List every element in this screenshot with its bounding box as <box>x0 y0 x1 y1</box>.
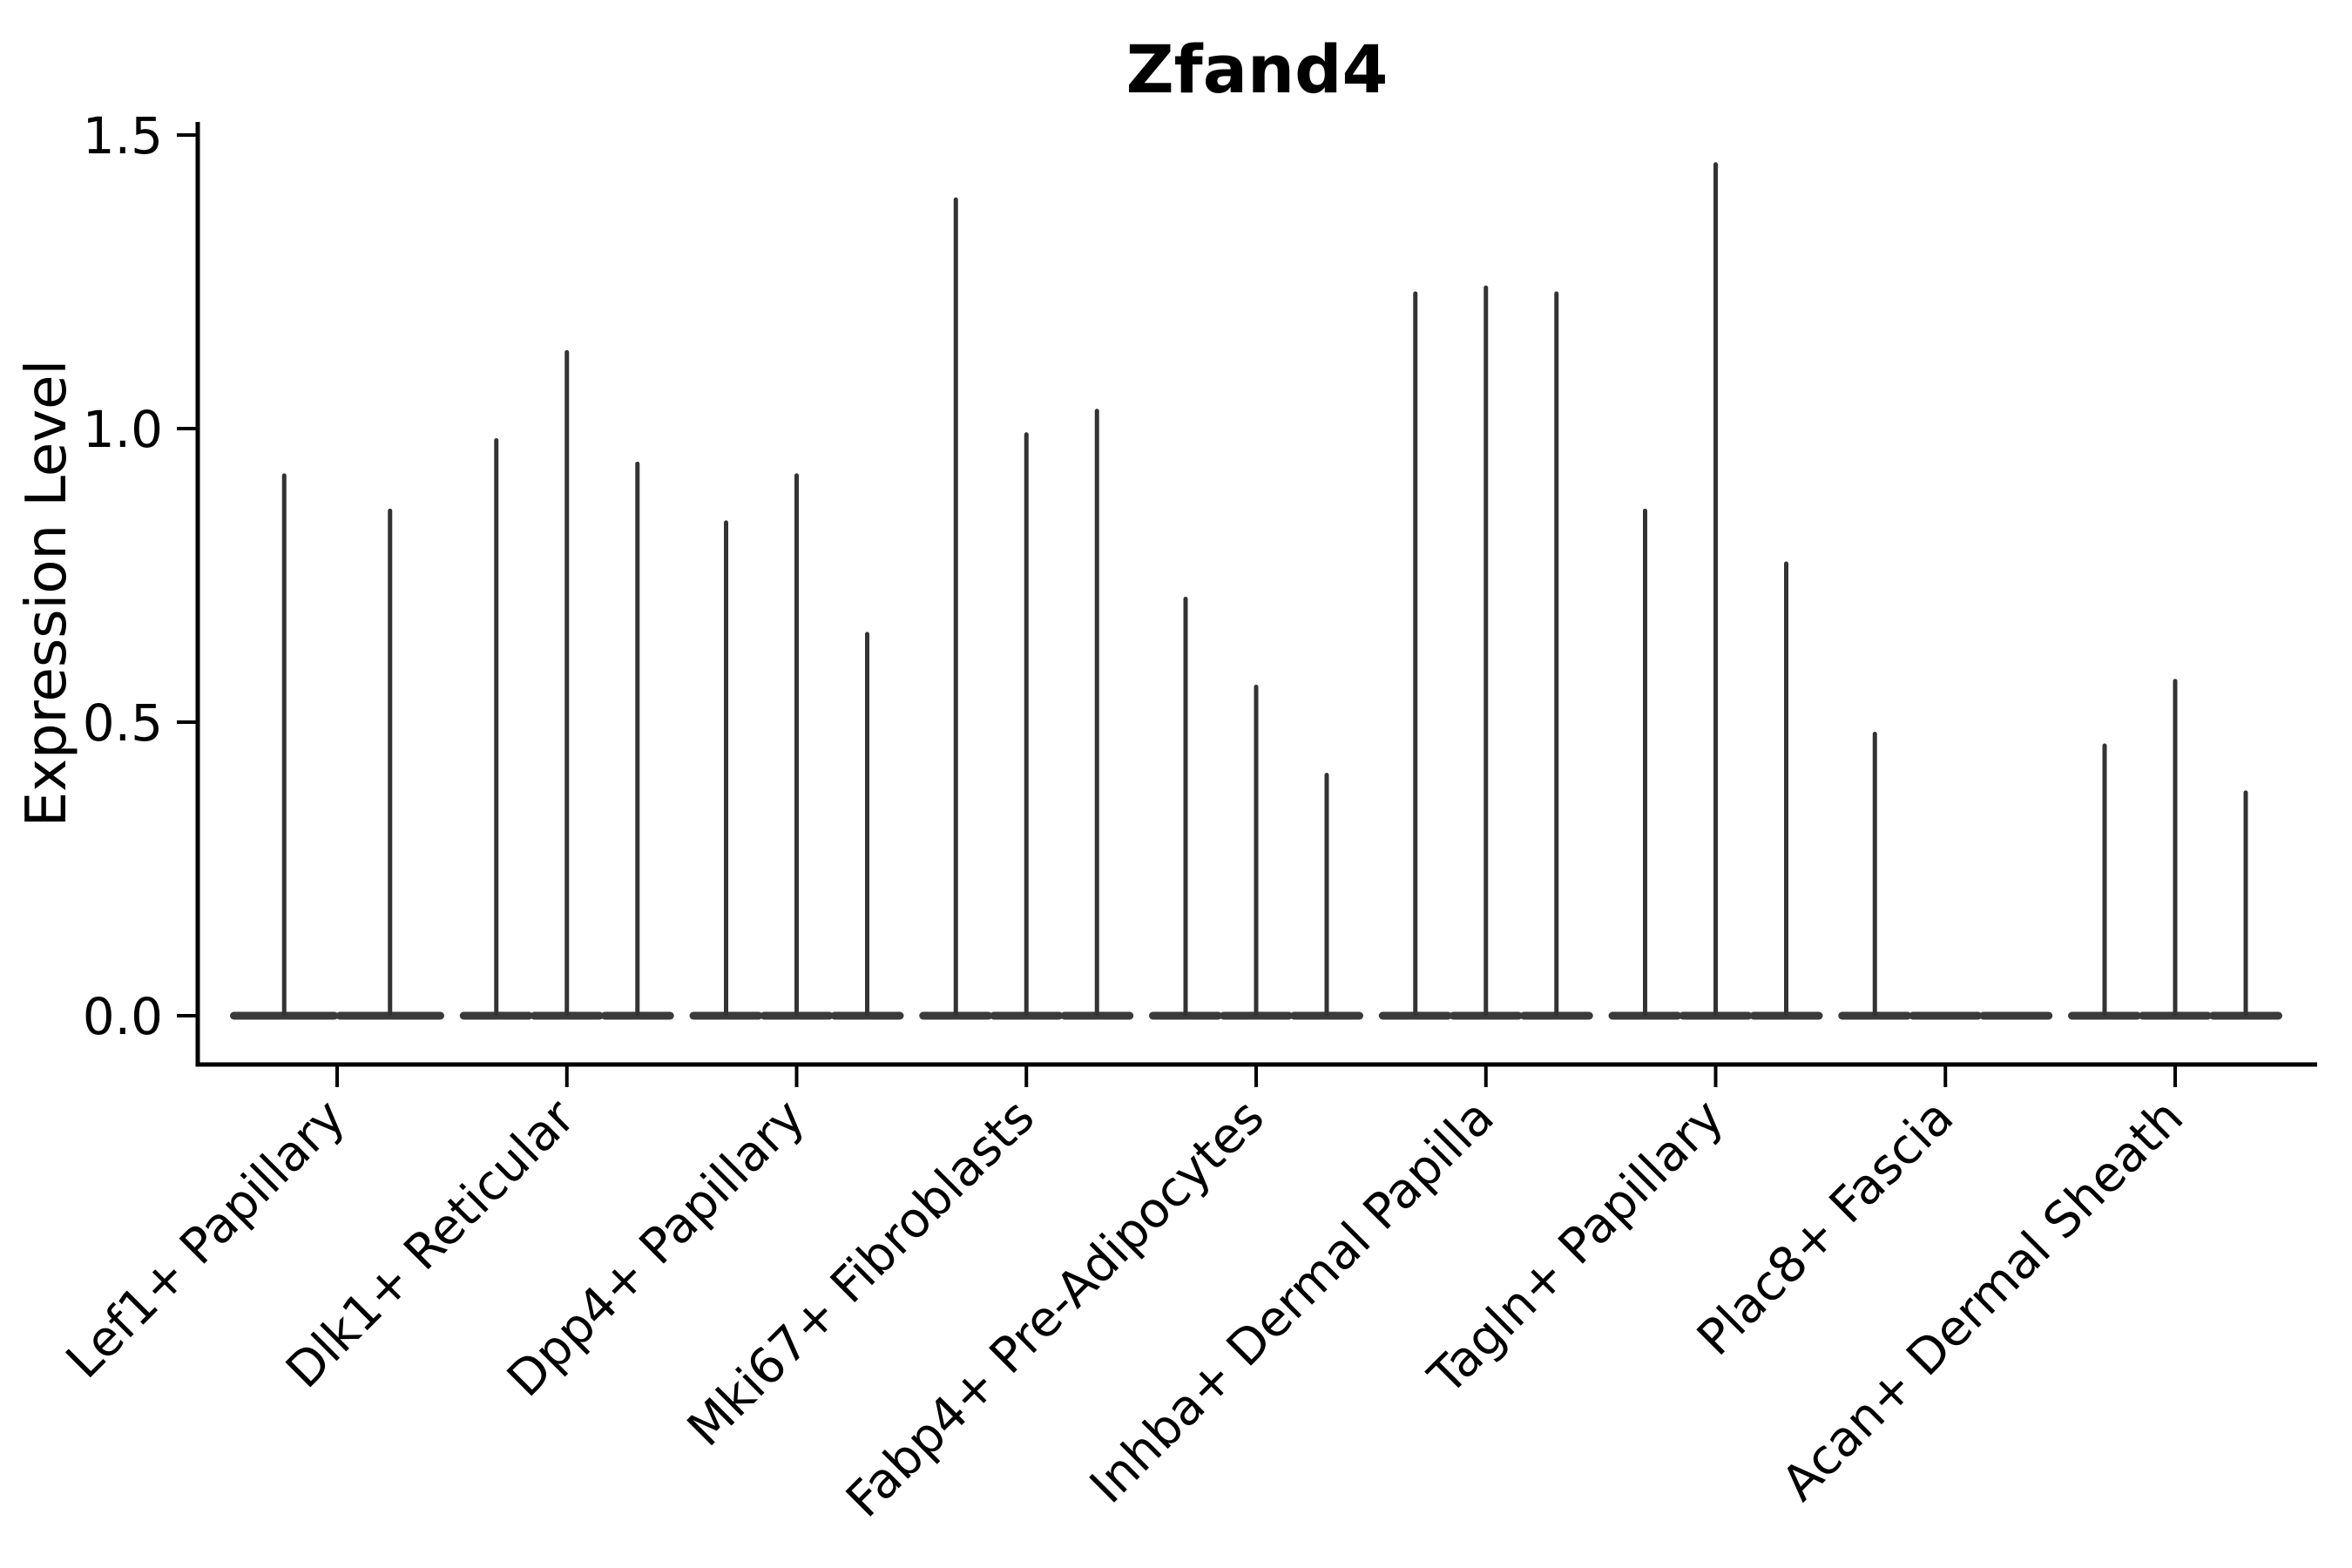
y-tick-label: 0.5 <box>83 693 163 753</box>
y-tick-label: 1.5 <box>83 106 163 166</box>
y-axis-label: Expression Level <box>15 360 79 828</box>
y-tick-label: 1.0 <box>83 400 163 459</box>
y-tick-label: 0.0 <box>83 987 163 1046</box>
chart-title: Zfand4 <box>1126 30 1389 108</box>
violin-layer <box>230 162 2282 1020</box>
x-tick-label: Acan+ Dermal Sheath <box>1771 1089 2194 1512</box>
axes-layer: 0.0 0.5 1.0 1.5 <box>83 106 2317 1087</box>
x-tick-label: Inhba+ Dermal Papilla <box>1079 1089 1505 1515</box>
x-tick-label: Fabp4+ Pre-Adipocytes <box>835 1089 1275 1529</box>
